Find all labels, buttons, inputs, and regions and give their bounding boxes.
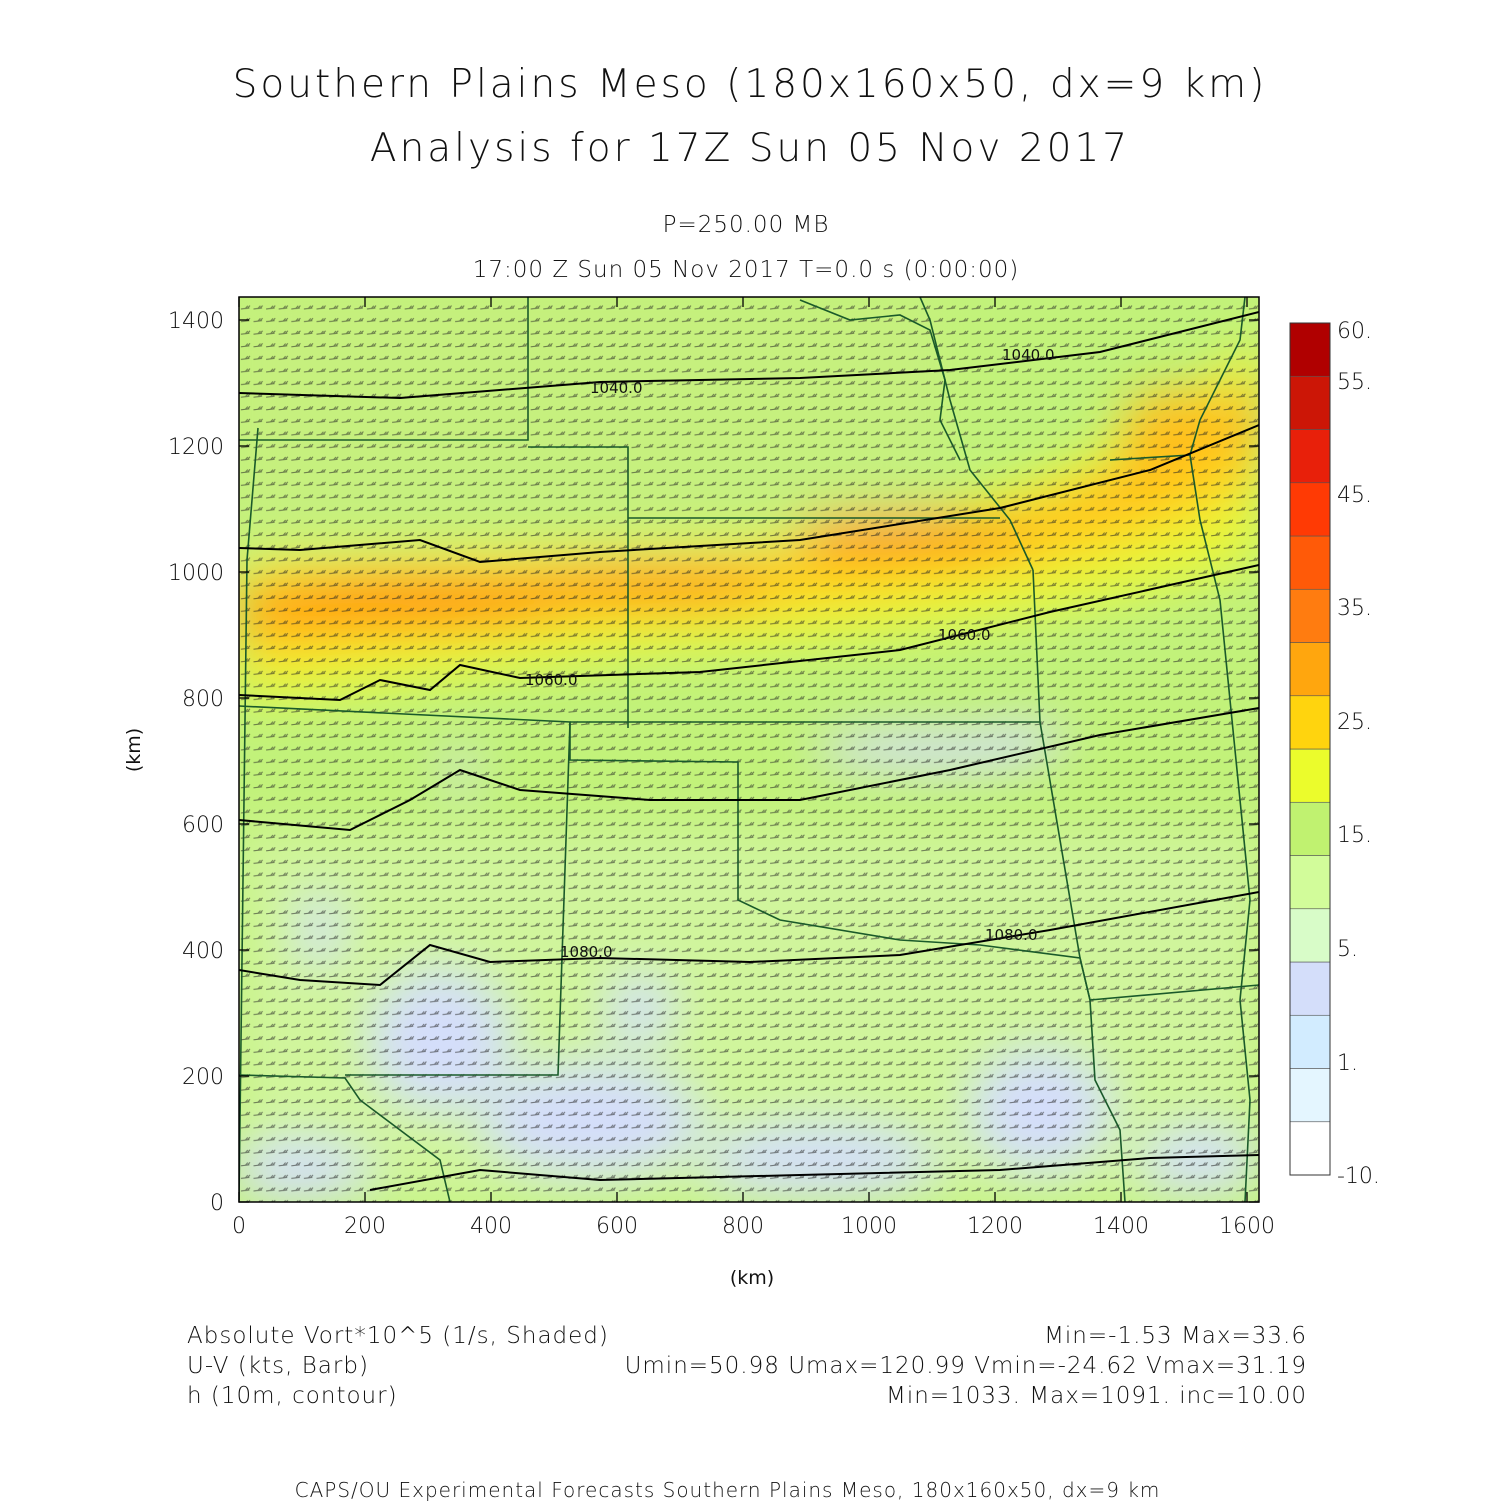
y-axis [239, 319, 1259, 1203]
contour-label: 1060.0 [525, 671, 578, 689]
credit-line: CAPS/OU Experimental Forecasts Southern … [294, 1478, 1161, 1502]
colorbar-swatch [1289, 322, 1331, 377]
y-tick-label: 800 [182, 687, 224, 712]
colorbar-swatch [1289, 535, 1331, 590]
field2-label: U-V (kts, Barb) [187, 1353, 369, 1379]
pressure-level-label: P=250.00 MB [662, 212, 830, 238]
colorbar-swatch [1289, 1068, 1331, 1123]
colorbar-swatch [1289, 1014, 1331, 1069]
y-tick-label: 1000 [168, 561, 224, 586]
colorbar-swatch [1289, 961, 1331, 1016]
x-tick-label: 1200 [967, 1214, 1023, 1239]
colorbar-swatch [1289, 429, 1331, 484]
colorbar-label: 45. [1337, 483, 1372, 508]
colorbar-swatch [1289, 1121, 1331, 1176]
plot-frame [238, 296, 1260, 1203]
x-tick-label: 800 [722, 1214, 764, 1239]
x-axis-title: (km) [730, 1267, 774, 1289]
y-axis-title: (km) [123, 728, 145, 772]
colorbar-swatch [1289, 695, 1331, 750]
colorbar-swatch [1289, 908, 1331, 963]
contour-labels: 1040.0 1040.0 1060.0 1060.0 1080.0 1080.… [525, 346, 1055, 961]
x-tick-label: 1600 [1219, 1214, 1275, 1239]
colorbar-swatch [1289, 588, 1331, 643]
x-axis [238, 297, 1248, 1202]
colorbar-label: -10. [1337, 1164, 1380, 1189]
colorbar-label: 1. [1337, 1051, 1358, 1076]
contour-label: 1080.0 [560, 943, 613, 961]
x-tick-label: 400 [470, 1214, 512, 1239]
x-tick-label: 200 [344, 1214, 386, 1239]
x-tick-label: 0 [232, 1214, 246, 1239]
contour-label: 1060.0 [938, 626, 991, 644]
x-tick-label: 1000 [841, 1214, 897, 1239]
colorbar-swatch [1289, 642, 1331, 697]
plot-title-line2: Analysis for 17Z Sun 05 Nov 2017 [369, 126, 1131, 171]
field2-stats: Umin=50.98 Umax=120.99 Vmin=-24.62 Vmax=… [624, 1353, 1307, 1379]
contour-label: 1080.0 [985, 926, 1038, 944]
contour-label: 1040.0 [1002, 346, 1055, 364]
colorbar-label: 35. [1337, 596, 1372, 621]
field1-label: Absolute Vort*10^5 (1/s, Shaded) [187, 1323, 609, 1349]
colorbar-label: 5. [1337, 937, 1358, 962]
y-tick-label: 1400 [168, 309, 224, 334]
field3-stats: Min=1033. Max=1091. inc=10.00 [886, 1383, 1307, 1409]
colorbar-labels: 60. 55. 45. 35. 25. 15. 5. 1. -10. [1337, 319, 1380, 1189]
plot-title-line1: Southern Plains Meso (180x160x50, dx=9 k… [232, 62, 1268, 107]
valid-time-label: 17:00 Z Sun 05 Nov 2017 T=0.0 s (0:00:00… [472, 257, 1020, 283]
colorbar-label: 25. [1337, 710, 1372, 735]
colorbar-frame [1289, 322, 1331, 1176]
x-tick-label: 600 [596, 1214, 638, 1239]
field1-stats: Min=-1.53 Max=33.6 [1044, 1323, 1307, 1349]
colorbar [1289, 322, 1331, 1176]
state-boundaries [239, 297, 1259, 1202]
y-tick-label: 400 [182, 939, 224, 964]
x-tick-labels: 0 200 400 600 800 1000 1200 1400 1600 [232, 1214, 1275, 1239]
colorbar-swatch [1289, 748, 1331, 803]
colorbar-swatch [1289, 375, 1331, 430]
colorbar-swatch [1289, 855, 1331, 910]
colorbar-swatch [1289, 801, 1331, 856]
y-tick-labels: 0 200 400 600 800 1000 1200 1400 [168, 309, 224, 1216]
wind-barbs [239, 297, 1259, 1202]
y-tick-label: 200 [182, 1065, 224, 1090]
y-tick-label: 1200 [168, 435, 224, 460]
colorbar-label: 15. [1337, 823, 1372, 848]
colorbar-swatch [1289, 482, 1331, 537]
colorbar-label: 55. [1337, 370, 1372, 395]
y-tick-label: 600 [182, 813, 224, 838]
x-tick-label: 1400 [1093, 1214, 1149, 1239]
contour-label: 1040.0 [590, 379, 643, 397]
field3-label: h (10m, contour) [187, 1383, 398, 1409]
height-contours [239, 311, 1259, 1191]
y-tick-label: 0 [210, 1191, 224, 1216]
colorbar-label: 60. [1337, 319, 1372, 344]
